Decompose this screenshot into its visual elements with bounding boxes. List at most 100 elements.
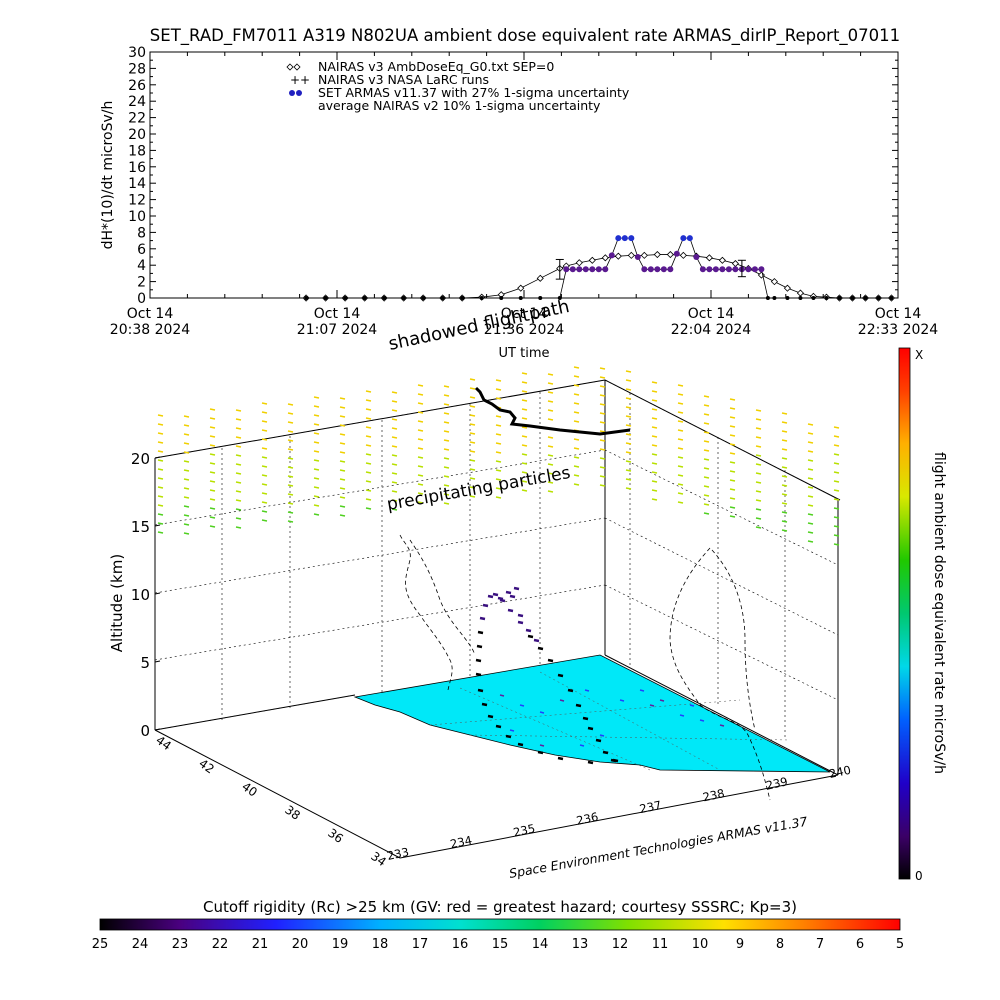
particle-mark	[443, 412, 450, 415]
flight-track-point	[482, 603, 489, 608]
particle-mark	[209, 408, 216, 411]
particle-mark	[443, 403, 450, 406]
particle-mark	[807, 459, 814, 462]
rigidity-tick-label: 25	[92, 937, 109, 952]
particle-mark	[183, 514, 190, 517]
particle-mark	[729, 425, 736, 428]
flight-track-point	[495, 724, 502, 729]
z-tick	[154, 456, 161, 459]
particle-mark	[391, 400, 398, 403]
particle-mark	[313, 423, 320, 426]
particle-mark	[443, 484, 450, 487]
particle-mark	[573, 474, 580, 477]
map-speck	[579, 744, 585, 747]
particle-mark	[495, 451, 502, 454]
armas-point	[362, 296, 367, 300]
flight-track-point	[517, 620, 524, 625]
particle-mark	[547, 382, 554, 385]
particle-mark	[703, 494, 710, 497]
particle-mark	[365, 462, 372, 465]
particle-mark	[807, 522, 814, 525]
x-tick-label-day: Oct 14	[688, 306, 735, 322]
flight-track-point	[595, 738, 602, 743]
particle-mark	[781, 484, 788, 487]
particle-mark	[677, 429, 684, 432]
armas-point	[582, 266, 589, 273]
particle-mark	[807, 441, 814, 444]
map-speck	[649, 704, 655, 707]
particle-mark	[625, 370, 632, 373]
rigidity-tick-label: 16	[452, 937, 469, 952]
particle-mark	[313, 405, 320, 408]
particle-mark	[625, 424, 632, 427]
particle-mark	[547, 463, 554, 466]
nairas-point	[679, 251, 687, 259]
particle-mark	[833, 444, 840, 447]
particle-mark	[703, 512, 710, 515]
shadowed-flightpath-line	[474, 386, 631, 436]
flight-3d-view: shadowed flightpath precipitating partic…	[108, 296, 852, 881]
particle-mark	[651, 426, 658, 429]
armas-point	[440, 296, 445, 300]
particle-mark	[781, 439, 788, 442]
latitude-tick-label: 40	[239, 779, 260, 799]
particle-mark	[443, 385, 450, 388]
particle-mark	[209, 444, 216, 447]
particle-mark	[573, 384, 580, 387]
particle-mark	[833, 435, 840, 438]
particle-mark	[209, 507, 216, 510]
particle-mark	[573, 447, 580, 450]
particle-mark	[651, 480, 658, 483]
nairas-series-line	[306, 254, 892, 299]
legend-diamond-icon	[286, 63, 294, 71]
flight-track-point	[547, 658, 554, 663]
particle-mark	[755, 472, 762, 475]
particle-mark	[703, 422, 710, 425]
rigidity-colorbar: Cutoff rigidity (Rc) >25 km (GV: red = g…	[92, 898, 904, 952]
map-speck	[699, 719, 705, 722]
chart-title: SET_RAD_FM7011 A319 N802UA ambient dose …	[150, 26, 900, 46]
particle-mark	[183, 487, 190, 490]
particle-mark	[755, 490, 762, 493]
particle-mark	[183, 415, 190, 418]
particle-mark	[261, 447, 268, 450]
map-speck	[639, 689, 645, 692]
particle-mark	[339, 514, 346, 517]
particle-mark	[157, 468, 164, 471]
rigidity-tick-label: 22	[212, 937, 229, 952]
y-tick-label: 28	[128, 61, 146, 77]
armas-point	[647, 266, 654, 273]
particle-mark	[755, 481, 762, 484]
dose-colorbar: X 0 flight ambient dose equivalent rate …	[898, 347, 947, 883]
armas-point	[811, 296, 816, 300]
particle-mark	[599, 412, 606, 415]
altitude-axis-label: Altitude (km)	[108, 554, 126, 652]
particle-mark	[469, 495, 476, 498]
particle-mark	[833, 525, 840, 528]
particle-mark	[703, 449, 710, 452]
particle-mark	[287, 475, 294, 478]
particle-mark	[183, 451, 190, 454]
particle-mark	[651, 462, 658, 465]
particle-mark	[547, 373, 554, 376]
particle-mark	[339, 415, 346, 418]
particle-mark	[391, 508, 398, 511]
particle-mark	[651, 498, 658, 501]
legend-entry-label: average NAIRAS v2 10% 1-sigma uncertaint…	[318, 98, 601, 113]
flight-track-point	[492, 592, 499, 597]
rigidity-tick-label: 20	[292, 937, 309, 952]
x-tick-label-time: 20:38 2024	[110, 322, 191, 338]
particle-mark	[547, 472, 554, 475]
flight-track-point	[582, 716, 589, 721]
particle-mark	[807, 495, 814, 498]
rigidity-colorbar-ticks: 25 24 23 22 21 20 19 18 17 16 15 14 13 12 11 10 9 8 7 6 5	[92, 937, 904, 952]
particle-mark	[755, 445, 762, 448]
z-tick	[154, 524, 161, 527]
flight-track-point	[505, 734, 512, 739]
particle-mark	[781, 520, 788, 523]
longitude-tick-label: 233	[386, 845, 410, 863]
particle-mark	[287, 511, 294, 514]
armas-point	[621, 235, 628, 242]
particle-mark	[599, 376, 606, 379]
particle-mark	[209, 471, 216, 474]
